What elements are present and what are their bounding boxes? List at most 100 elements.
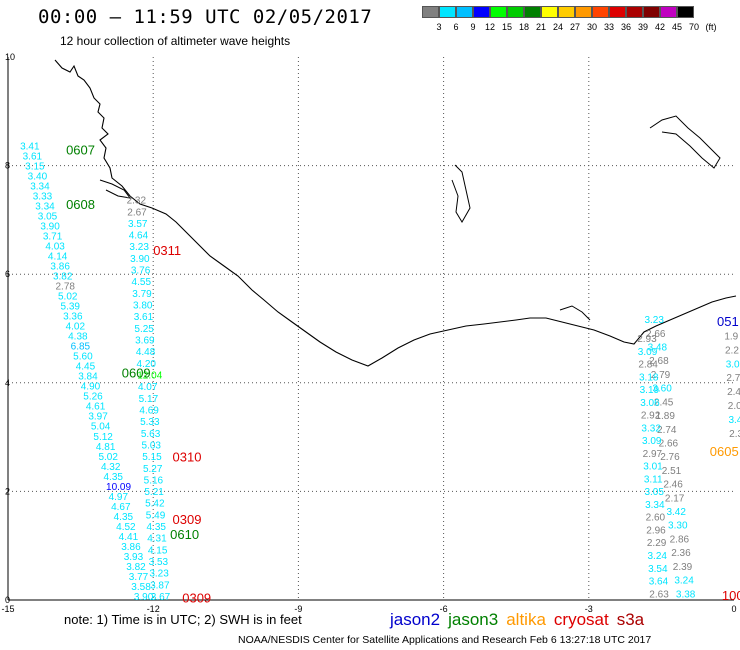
- y-tick-label: 0: [5, 595, 10, 605]
- wave-height-value: 3.15: [25, 161, 45, 172]
- wave-height-value: 3.24: [674, 576, 694, 587]
- pass-time-label: 100: [722, 588, 740, 603]
- color-scale-swatch: [507, 6, 524, 18]
- color-scale-label: 33: [603, 22, 615, 32]
- wave-height-value: 4.35: [147, 522, 167, 533]
- y-tick-label: 8: [5, 161, 10, 171]
- color-scale-swatch: [609, 6, 626, 18]
- map-title: 00:00 – 11:59 UTC 02/05/2017: [38, 6, 373, 28]
- color-scale-swatch: [439, 6, 456, 18]
- wave-height-value: 3.93: [124, 552, 144, 563]
- wave-height-value: 4.55: [132, 277, 152, 288]
- wave-height-value: 3.61: [134, 312, 154, 323]
- color-scale-swatch: [490, 6, 507, 18]
- color-scale-label: 70: [688, 22, 700, 32]
- color-scale-label: 9: [470, 22, 476, 32]
- credit-text: NOAA/NESDIS Center for Satellite Applica…: [238, 634, 652, 646]
- wave-height-value: 3.42: [666, 507, 686, 518]
- color-scale-label: 18: [518, 22, 530, 32]
- wave-height-value: 5.16: [144, 475, 164, 486]
- wave-height-value: 5.63: [141, 429, 161, 440]
- wave-height-value: 5.04: [91, 422, 111, 433]
- wave-height-value: 2.32: [127, 196, 147, 207]
- lagoon-outline: [559, 305, 591, 321]
- wave-height-value: 3.86: [50, 261, 70, 272]
- wave-height-value: 4.03: [45, 241, 65, 252]
- wave-height-value: 2.93: [637, 334, 657, 345]
- wave-height-value: 2.39: [673, 562, 693, 573]
- x-tick-label: -12: [147, 604, 160, 614]
- wave-height-value: 2.45: [654, 397, 674, 408]
- wave-height-value: 5.03: [142, 440, 162, 451]
- wave-height-value: 3.69: [135, 336, 155, 347]
- wave-height-value: 3.48: [648, 342, 668, 353]
- wave-height-value: 2.7: [726, 373, 740, 384]
- wave-height-value: 2.3: [729, 429, 740, 440]
- x-tick-label: -15: [1, 604, 14, 614]
- lake-outline: [649, 115, 721, 169]
- wave-height-value: 2.96: [646, 525, 666, 536]
- wave-height-value: 2.36: [671, 548, 691, 559]
- color-scale-label: 24: [552, 22, 564, 32]
- wave-height-value: 3.18: [639, 372, 659, 383]
- wave-height-value: 3.24: [647, 551, 667, 562]
- wave-height-value: 5.17: [139, 394, 159, 405]
- note-text: note: 1) Time is in UTC; 2) SWH is in fe…: [64, 612, 302, 627]
- wave-height-value: 4.02: [66, 322, 86, 333]
- pass-time-label: 0310: [173, 450, 202, 465]
- wave-height-value: 3.76: [131, 266, 151, 277]
- legend-item-jason2: jason2: [390, 610, 441, 629]
- lake-outline: [451, 164, 471, 223]
- pass-time-label: 051: [717, 314, 739, 329]
- lat-lon-grid: [7, 57, 734, 601]
- y-tick-label: 10: [5, 52, 15, 62]
- color-scale-swatch: [643, 6, 660, 18]
- color-scale-label: 42: [654, 22, 666, 32]
- wave-height-value: 12.04: [137, 370, 162, 381]
- legend-item-altika: altika: [506, 610, 546, 629]
- wave-height-value: 5.15: [142, 452, 162, 463]
- satellite-legend: jason2 jason3 altika cryosat s3a: [390, 610, 652, 630]
- wave-height-value: 3.77: [129, 572, 149, 583]
- wave-height-value: 4.20: [137, 359, 157, 370]
- wave-height-value: 10.09: [106, 482, 131, 493]
- wave-height-value: 2.97: [643, 449, 663, 460]
- wave-height-value: 3.36: [63, 312, 83, 323]
- wave-height-value: 3.90: [134, 592, 154, 603]
- wave-height-value: 3.09: [642, 436, 662, 447]
- wave-height-value: 2.79: [651, 370, 671, 381]
- lake-outline: [99, 179, 132, 199]
- color-scale-swatch: [626, 6, 643, 18]
- wave-height-value: 3.32: [641, 423, 661, 434]
- color-scale-label: 3: [436, 22, 442, 32]
- pass-time-label: 0605: [710, 444, 739, 459]
- y-tick-label: 2: [5, 486, 10, 496]
- wave-height-value: 5.26: [83, 392, 103, 403]
- wave-height-value: 2.17: [665, 493, 685, 504]
- wave-height-value: 2.74: [657, 425, 677, 436]
- x-tick-label: -9: [294, 604, 302, 614]
- wave-height-value: 5.60: [73, 352, 93, 363]
- wave-height-value: 2.2: [725, 345, 739, 356]
- wave-height-value: 4.07: [138, 382, 158, 393]
- wave-height-value: 3.06: [640, 398, 660, 409]
- wave-height-value: 3.58: [131, 582, 151, 593]
- wave-height-value: 5.39: [61, 302, 81, 313]
- legend-item-s3a: s3a: [616, 610, 645, 629]
- color-scale-swatch: [660, 6, 677, 18]
- wave-height-value: 4.61: [86, 402, 106, 413]
- legend-item-jason3: jason3: [448, 610, 499, 629]
- wave-height-value: 3.67: [151, 592, 171, 603]
- wave-height-value: 3.54: [648, 564, 668, 575]
- wave-height-value: 4.32: [101, 462, 121, 473]
- main-coastline: [54, 59, 737, 367]
- wave-height-value: 6.85: [71, 342, 91, 353]
- wave-height-value: 2.86: [670, 534, 690, 545]
- pass-time-label: 0609: [122, 365, 151, 380]
- wave-height-value: 4.14: [48, 251, 68, 262]
- color-scale-swatch: [558, 6, 575, 18]
- wave-height-value: 3.23: [644, 315, 664, 326]
- color-scale-label: 45: [671, 22, 683, 32]
- wave-height-value: 2.0: [728, 401, 740, 412]
- wave-height-value: 3.05: [38, 211, 58, 222]
